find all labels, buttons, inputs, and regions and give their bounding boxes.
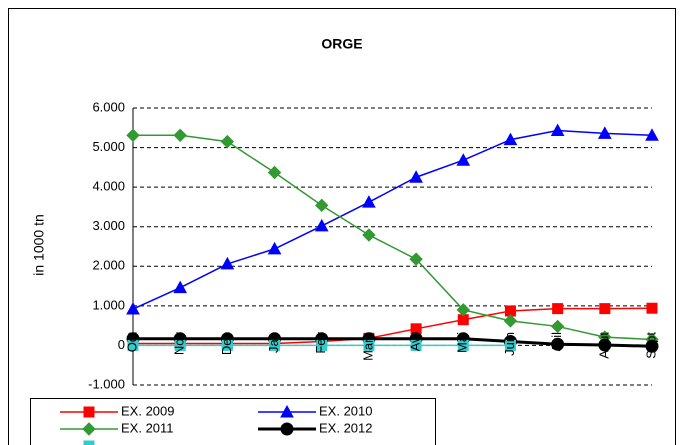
x-tick-label: Jan <box>266 332 281 353</box>
y-tick-label: 2.000 <box>92 258 125 273</box>
series-line <box>133 134 653 341</box>
y-tick-label: -1.000 <box>88 376 125 391</box>
marker <box>646 302 658 314</box>
marker <box>362 228 376 242</box>
x-tick-label: Dec <box>219 332 234 356</box>
marker <box>221 339 233 351</box>
marker <box>457 339 469 351</box>
marker <box>315 198 329 213</box>
marker <box>174 339 186 351</box>
legend-label: EX. 2012 <box>319 420 373 435</box>
x-tick-label: Nov <box>172 332 187 356</box>
marker <box>362 195 376 208</box>
legend-marker <box>280 404 294 418</box>
marker <box>409 170 423 183</box>
marker <box>645 339 659 353</box>
marker <box>550 319 565 334</box>
x-tick-label: Juin <box>502 332 517 356</box>
series-line <box>132 129 653 310</box>
marker <box>126 301 140 315</box>
marker <box>269 339 281 351</box>
legend-label: EX. 2009 <box>121 403 175 418</box>
marker <box>126 128 140 143</box>
marker <box>173 128 187 143</box>
marker <box>173 280 188 294</box>
marker <box>597 126 612 139</box>
y-tick-label: 1.000 <box>92 297 125 312</box>
legend-marker <box>83 440 95 445</box>
legend-label: EX. 2011 <box>121 420 174 435</box>
marker <box>599 303 611 315</box>
series-line <box>133 307 653 345</box>
legend-marker <box>82 422 96 436</box>
y-tick-label: 3.000 <box>92 218 125 233</box>
y-tick-label: 4.000 <box>92 179 125 194</box>
x-tick-label: Sept <box>643 332 658 359</box>
marker <box>551 337 565 351</box>
x-tick-label: Mai <box>455 332 470 353</box>
marker <box>550 123 565 137</box>
marker <box>456 303 470 317</box>
marker <box>504 339 516 351</box>
marker <box>314 218 329 232</box>
marker <box>456 153 471 166</box>
legend-label: EX. 2010 <box>319 403 373 418</box>
y-tick-label: 6.000 <box>92 99 125 114</box>
marker <box>410 339 422 351</box>
marker <box>363 339 375 351</box>
chart-title: ORGE <box>321 36 362 52</box>
x-tick-label: Mars <box>360 332 375 361</box>
series-line <box>133 337 653 348</box>
y-tick-label: 0 <box>118 337 125 352</box>
marker <box>127 339 139 351</box>
marker <box>267 165 282 180</box>
x-tick-label: Juil <box>549 332 564 352</box>
marker <box>552 303 564 315</box>
x-tick-label: Oct <box>124 332 139 353</box>
y-axis-label: in 1000 tn <box>31 214 47 276</box>
x-tick-label: Fev <box>313 332 328 354</box>
y-tick-label: 5.000 <box>92 139 125 154</box>
legend-marker <box>83 406 95 418</box>
legend-marker <box>280 422 294 436</box>
marker <box>598 338 612 352</box>
marker <box>503 314 518 328</box>
marker <box>220 134 235 149</box>
marker <box>267 241 282 255</box>
marker <box>503 132 518 146</box>
legend <box>30 398 436 445</box>
chart-frame <box>8 8 676 445</box>
marker <box>220 256 235 270</box>
x-tick-label: Avr <box>408 331 423 351</box>
marker <box>409 252 423 266</box>
marker <box>645 128 659 141</box>
marker <box>316 339 328 351</box>
x-tick-label: Aout <box>596 332 611 359</box>
